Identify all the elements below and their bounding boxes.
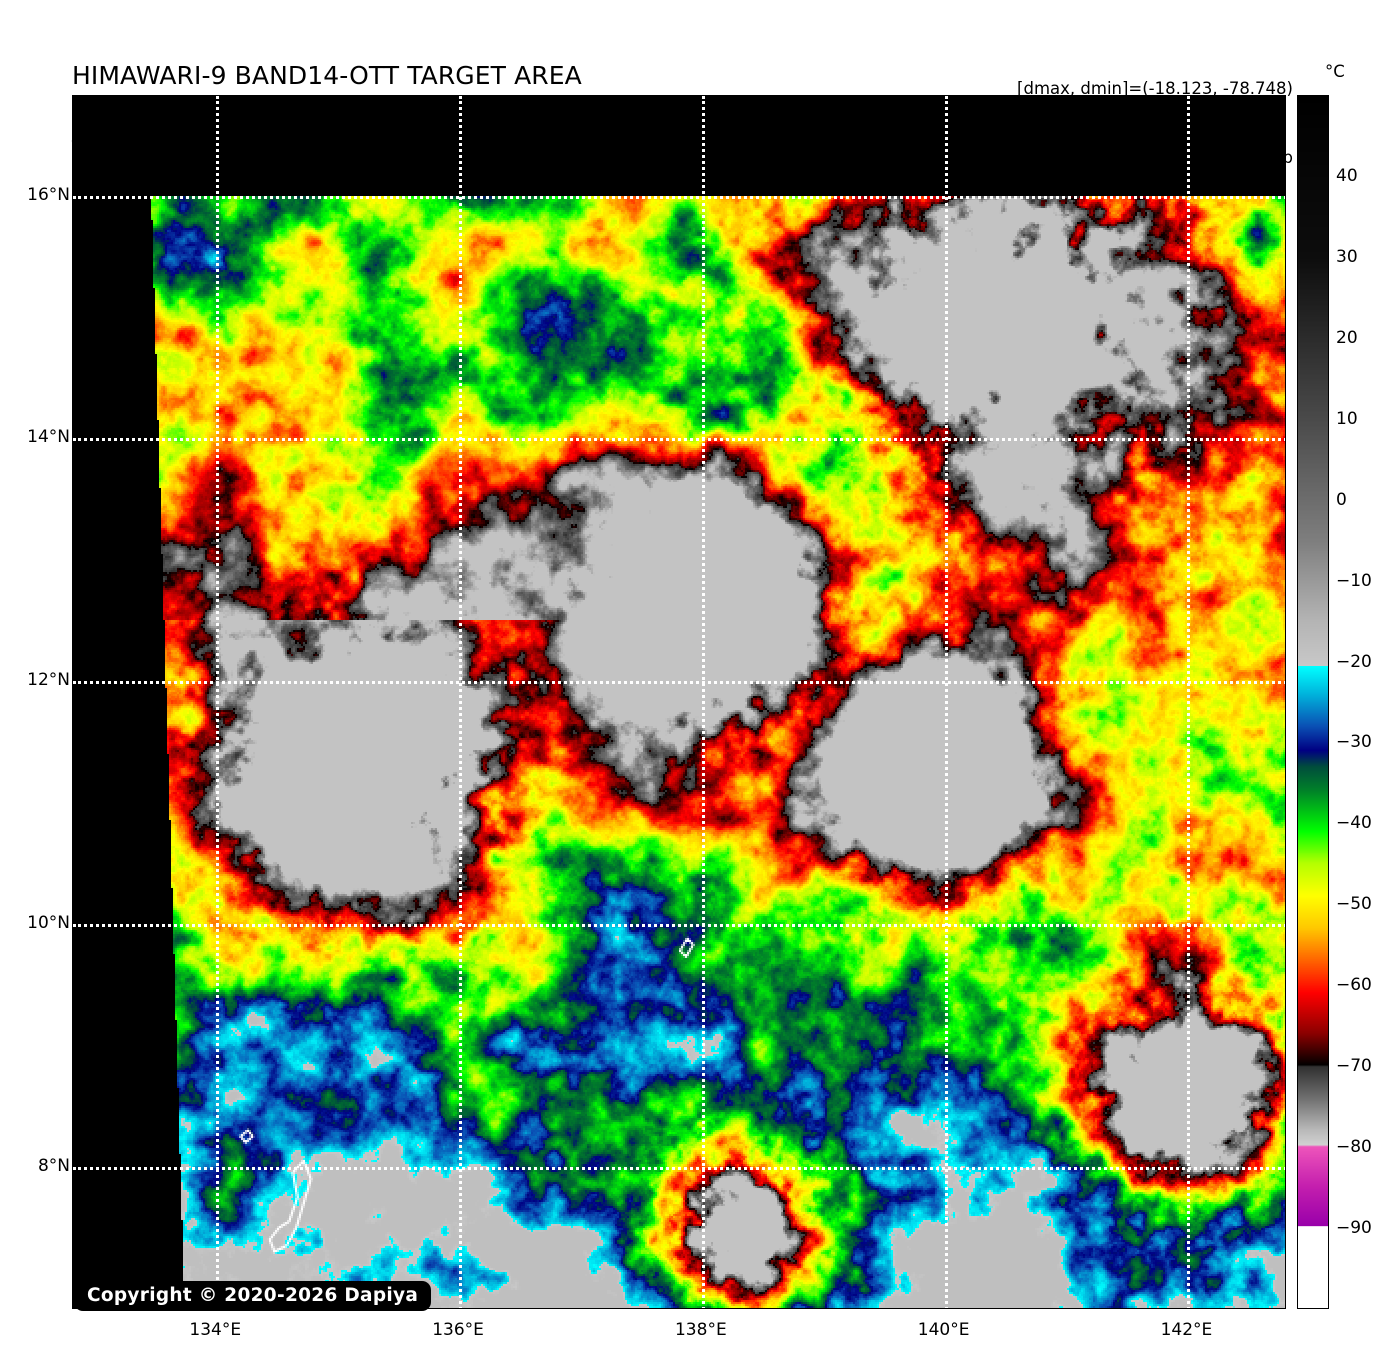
colorbar-tick-0: 0 [1336, 489, 1347, 510]
colorbar-tick--50: −50 [1336, 894, 1372, 915]
satellite-infrared-image [73, 96, 1285, 1308]
colorbar-tick--90: −90 [1336, 1218, 1372, 1239]
lon-tick-label: 140°E [917, 1320, 970, 1340]
colorbar-gradient [1297, 95, 1329, 1309]
lon-tick-label: 134°E [189, 1320, 242, 1340]
lat-tick-label: 10°N [27, 912, 70, 933]
copyright-banner: Copyright © 2020-2026 Dapiya [74, 1281, 432, 1311]
lat-tick-label: 14°N [27, 427, 70, 448]
lon-tick-label: 136°E [432, 1320, 484, 1340]
colorbar-tick--60: −60 [1336, 975, 1372, 996]
temperature-colorbar[interactable] [1297, 95, 1329, 1309]
colorbar-tick-40: 40 [1336, 165, 1358, 186]
colorbar-unit-label: °C [1325, 62, 1345, 81]
colorbar-tick-10: 10 [1336, 408, 1358, 429]
lat-tick-label: 8°N [37, 1155, 70, 1176]
dmax-dmin-readout: [dmax, dmin]=(-18.123, -78.748) [1017, 79, 1293, 99]
product-title: HIMAWARI-9 BAND14-OTT TARGET AREA [72, 60, 582, 90]
map-plot-area[interactable] [72, 95, 1286, 1309]
lat-tick-label: 12°N [27, 670, 70, 691]
colorbar-tick--70: −70 [1336, 1056, 1372, 1077]
colorbar-tick-20: 20 [1336, 327, 1358, 348]
lat-tick-label: 16°N [27, 184, 70, 205]
lon-tick-label: 142°E [1160, 1320, 1213, 1340]
lon-tick-label: 138°E [674, 1320, 727, 1340]
colorbar-tick--40: −40 [1336, 813, 1372, 834]
colorbar-tick-30: 30 [1336, 246, 1358, 267]
colorbar-tick--20: −20 [1336, 651, 1372, 672]
colorbar-tick--30: −30 [1336, 732, 1372, 753]
colorbar-tick--80: −80 [1336, 1137, 1372, 1158]
colorbar-tick--10: −10 [1336, 570, 1372, 591]
